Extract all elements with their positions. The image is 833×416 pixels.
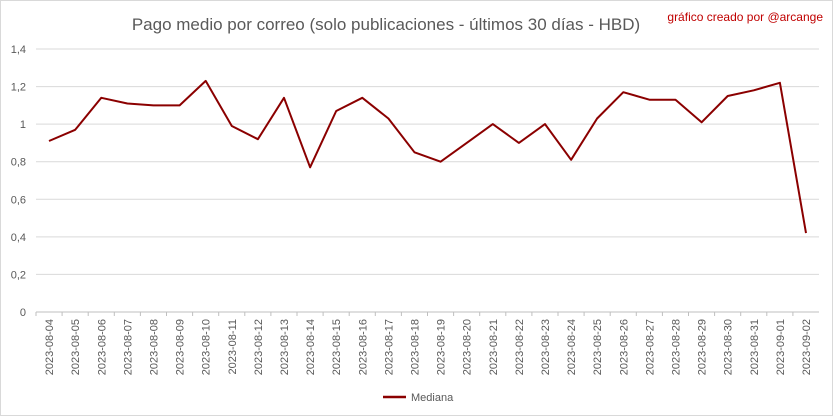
data-point xyxy=(308,165,312,169)
data-point xyxy=(47,139,51,143)
data-point xyxy=(804,231,808,235)
x-tick-label: 2023-08-23 xyxy=(540,319,552,375)
data-point xyxy=(569,158,573,162)
y-tick-label: 0 xyxy=(20,307,26,319)
x-tick-label: 2023-08-31 xyxy=(749,319,761,375)
series-layer xyxy=(47,79,808,235)
x-tick-label: 2023-08-12 xyxy=(253,319,265,375)
x-tick-label: 2023-08-20 xyxy=(462,319,474,375)
x-tick-label: 2023-08-25 xyxy=(592,319,604,375)
x-tick-label: 2023-08-16 xyxy=(357,319,369,375)
x-tick-label: 2023-08-04 xyxy=(44,319,56,375)
data-point xyxy=(125,101,129,105)
y-tick-label: 1,4 xyxy=(11,44,26,56)
data-point xyxy=(99,96,103,100)
data-point xyxy=(673,98,677,102)
data-point xyxy=(517,141,521,145)
data-point xyxy=(412,150,416,154)
y-axis-ticks: 0 0,2 0,4 0,6 0,8 1 1,2 1,4 xyxy=(11,44,26,319)
x-tick-label: 2023-08-14 xyxy=(305,319,317,375)
data-point xyxy=(178,103,182,107)
x-axis-ticks: 2023-08-04 2023-08-05 2023-08-06 2023-08-07… xyxy=(35,312,813,375)
y-tick-label: 0,8 xyxy=(11,157,26,169)
data-point xyxy=(752,88,756,92)
data-point xyxy=(439,160,443,164)
legend-label: Mediana xyxy=(411,392,454,404)
x-tick-label: 2023-08-09 xyxy=(175,319,187,375)
x-tick-label: 2023-08-06 xyxy=(96,319,108,375)
data-point xyxy=(230,124,234,128)
series-line-mediana xyxy=(48,79,807,234)
data-point xyxy=(726,94,730,98)
y-tick-label: 0,4 xyxy=(11,232,26,244)
x-tick-label: 2023-08-17 xyxy=(383,319,395,375)
x-tick-label: 2023-08-18 xyxy=(409,319,421,375)
data-point xyxy=(386,117,390,121)
x-tick-label: 2023-08-13 xyxy=(279,319,291,375)
x-tick-label: 2023-08-28 xyxy=(670,319,682,375)
legend: Mediana xyxy=(383,392,454,404)
data-point xyxy=(256,137,260,141)
x-tick-label: 2023-08-27 xyxy=(644,319,656,375)
x-tick-label: 2023-08-07 xyxy=(122,319,134,375)
gridlines xyxy=(36,48,819,313)
x-tick-label: 2023-08-26 xyxy=(618,319,630,375)
data-point xyxy=(204,79,208,83)
data-point xyxy=(595,117,599,121)
x-tick-label: 2023-08-29 xyxy=(697,319,709,375)
x-tick-label: 2023-08-10 xyxy=(201,319,213,375)
x-tick-label: 2023-08-11 xyxy=(227,319,239,374)
x-tick-label: 2023-08-08 xyxy=(148,319,160,375)
data-point xyxy=(647,98,651,102)
x-tick-label: 2023-08-05 xyxy=(70,319,82,375)
y-tick-label: 1,2 xyxy=(11,82,26,94)
data-point xyxy=(282,96,286,100)
data-point xyxy=(334,109,338,113)
chart-title: Pago medio por correo (solo publicacione… xyxy=(132,15,640,34)
data-point xyxy=(465,141,469,145)
x-tick-label: 2023-08-19 xyxy=(436,319,448,375)
data-point xyxy=(360,96,364,100)
data-point xyxy=(700,120,704,124)
x-tick-label: 2023-09-01 xyxy=(775,319,787,375)
data-point xyxy=(73,128,77,132)
x-tick-label: 2023-08-24 xyxy=(566,319,578,375)
data-point xyxy=(543,122,547,126)
x-tick-label: 2023-08-22 xyxy=(514,319,526,375)
x-tick-label: 2023-08-15 xyxy=(331,319,343,375)
chart-credit: gráfico creado por @arcange xyxy=(667,10,823,24)
x-tick-label: 2023-08-21 xyxy=(488,319,500,375)
data-point xyxy=(778,81,782,85)
x-tick-label: 2023-08-30 xyxy=(723,319,735,375)
data-point xyxy=(151,103,155,107)
x-tick-label: 2023-09-02 xyxy=(801,319,813,375)
data-point xyxy=(491,122,495,126)
y-tick-label: 0,2 xyxy=(11,269,26,281)
y-tick-label: 0,6 xyxy=(11,194,26,206)
data-point xyxy=(621,90,625,94)
y-tick-label: 1 xyxy=(20,119,26,131)
